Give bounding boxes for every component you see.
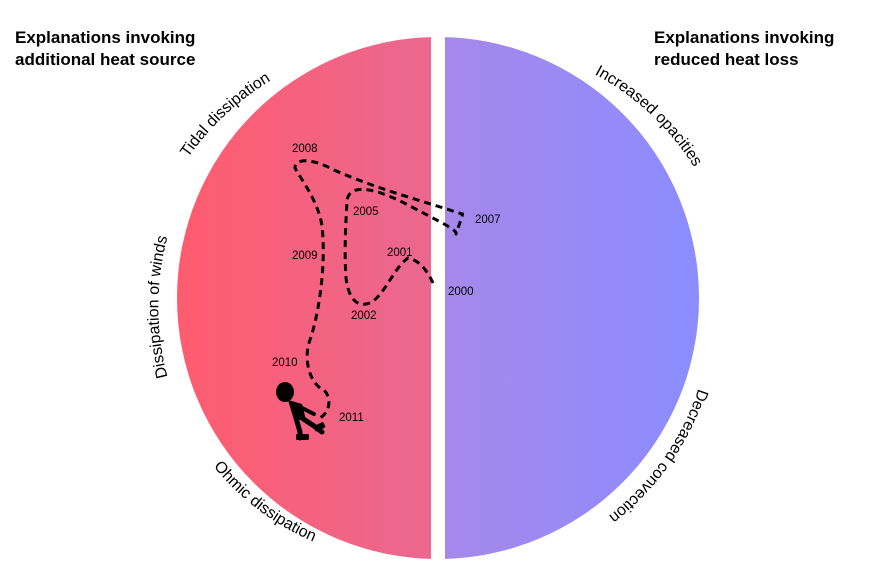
year-2008: 2008: [292, 143, 318, 155]
year-2009: 2009: [292, 250, 318, 262]
label-dissipation-of-winds: Dissipation of winds: [145, 234, 171, 380]
year-2007: 2007: [475, 214, 501, 226]
right-half-disc: [445, 37, 699, 559]
right-heading-line-2: reduced heat loss: [654, 50, 799, 69]
year-2001: 2001: [387, 247, 413, 259]
right-heading: Explanations invoking reduced heat loss: [654, 27, 834, 71]
year-2005: 2005: [353, 206, 379, 218]
right-heading-line-1: Explanations invoking: [654, 28, 835, 47]
year-2010: 2010: [272, 357, 298, 369]
research-trajectory-path: [293, 159, 464, 420]
left-heading-line-1: Explanations invoking: [15, 28, 196, 47]
center-divider: [431, 34, 445, 564]
left-half-disc: [177, 37, 431, 559]
year-2002: 2002: [351, 310, 377, 322]
left-heading-line-2: additional heat source: [15, 50, 196, 69]
walking-person-icon: [276, 382, 326, 441]
year-2000: 2000: [448, 286, 474, 298]
year-2011: 2011: [339, 412, 364, 424]
left-heading: Explanations invoking additional heat so…: [15, 27, 195, 71]
